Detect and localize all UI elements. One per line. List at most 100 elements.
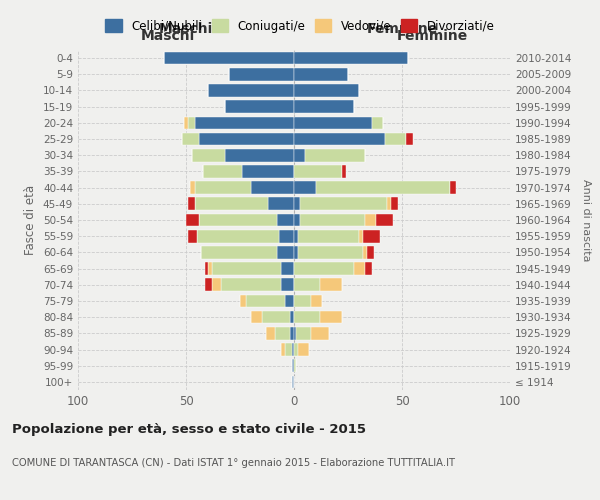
Bar <box>281 262 294 275</box>
Bar <box>311 294 322 308</box>
Bar <box>294 116 372 129</box>
Bar <box>188 116 194 129</box>
Bar <box>385 132 406 145</box>
Bar <box>365 262 372 275</box>
Bar <box>294 262 355 275</box>
Bar <box>449 182 456 194</box>
Bar <box>341 165 346 177</box>
Bar <box>305 149 365 162</box>
Bar <box>363 246 367 258</box>
Bar <box>197 230 279 242</box>
Y-axis label: Anni di nascita: Anni di nascita <box>581 179 591 261</box>
Bar <box>182 132 199 145</box>
Bar <box>225 100 294 113</box>
Bar <box>251 311 262 324</box>
Bar <box>247 294 286 308</box>
Bar <box>298 343 309 356</box>
Bar <box>294 327 296 340</box>
Y-axis label: Fasce di età: Fasce di età <box>25 185 37 255</box>
Bar <box>292 343 294 356</box>
Bar <box>294 132 385 145</box>
Bar <box>240 294 247 308</box>
Bar <box>376 214 394 226</box>
Bar <box>212 278 221 291</box>
Bar <box>251 182 294 194</box>
Text: Popolazione per età, sesso e stato civile - 2015: Popolazione per età, sesso e stato civil… <box>12 422 366 436</box>
Text: Maschi: Maschi <box>141 28 195 42</box>
Bar <box>298 230 359 242</box>
Bar <box>194 198 268 210</box>
Bar <box>199 132 294 145</box>
Bar <box>242 165 294 177</box>
Bar <box>311 327 329 340</box>
Bar <box>184 116 188 129</box>
Bar <box>193 149 225 162</box>
Bar <box>229 68 294 80</box>
Bar <box>190 182 194 194</box>
Bar <box>363 230 380 242</box>
Bar <box>212 262 281 275</box>
Bar <box>292 360 294 372</box>
Bar <box>277 246 294 258</box>
Bar <box>294 294 311 308</box>
Bar <box>186 214 199 226</box>
Bar <box>164 52 294 64</box>
Bar <box>281 278 294 291</box>
Text: Maschi: Maschi <box>159 22 213 36</box>
Bar <box>294 149 305 162</box>
Bar <box>294 100 355 113</box>
Legend: Celibi/Nubili, Coniugati/e, Vedovi/e, Divorziati/e: Celibi/Nubili, Coniugati/e, Vedovi/e, Di… <box>101 16 499 36</box>
Bar <box>281 343 286 356</box>
Bar <box>320 311 341 324</box>
Bar <box>205 262 208 275</box>
Text: COMUNE DI TARANTASCA (CN) - Dati ISTAT 1° gennaio 2015 - Elaborazione TUTTITALIA: COMUNE DI TARANTASCA (CN) - Dati ISTAT 1… <box>12 458 455 468</box>
Text: Femmine: Femmine <box>397 28 467 42</box>
Bar <box>294 360 296 372</box>
Bar <box>301 198 387 210</box>
Bar <box>268 198 294 210</box>
Bar <box>387 198 391 210</box>
Bar <box>294 182 316 194</box>
Bar <box>372 116 383 129</box>
Bar <box>294 165 341 177</box>
Bar <box>225 149 294 162</box>
Bar <box>286 343 292 356</box>
Bar <box>188 198 194 210</box>
Text: Femmine: Femmine <box>367 22 437 36</box>
Bar <box>262 311 290 324</box>
Bar <box>294 311 320 324</box>
Bar <box>201 246 277 258</box>
Bar <box>391 198 398 210</box>
Bar <box>194 116 294 129</box>
Bar <box>320 278 341 291</box>
Bar <box>294 198 301 210</box>
Bar <box>286 294 294 308</box>
Bar <box>208 84 294 97</box>
Bar <box>203 165 242 177</box>
Bar <box>365 214 376 226</box>
Bar <box>359 230 363 242</box>
Bar <box>294 278 320 291</box>
Bar <box>294 214 301 226</box>
Bar <box>221 278 281 291</box>
Bar <box>406 132 413 145</box>
Bar <box>266 327 275 340</box>
Bar <box>301 214 365 226</box>
Bar <box>294 52 409 64</box>
Bar <box>292 376 294 388</box>
Bar <box>294 84 359 97</box>
Bar <box>298 246 363 258</box>
Bar <box>294 230 298 242</box>
Bar <box>367 246 374 258</box>
Bar <box>294 343 298 356</box>
Bar <box>208 262 212 275</box>
Bar <box>199 214 277 226</box>
Bar <box>194 182 251 194</box>
Bar <box>316 182 449 194</box>
Bar <box>279 230 294 242</box>
Bar <box>205 278 212 291</box>
Bar <box>355 262 365 275</box>
Bar <box>296 327 311 340</box>
Bar <box>290 327 294 340</box>
Bar <box>294 68 348 80</box>
